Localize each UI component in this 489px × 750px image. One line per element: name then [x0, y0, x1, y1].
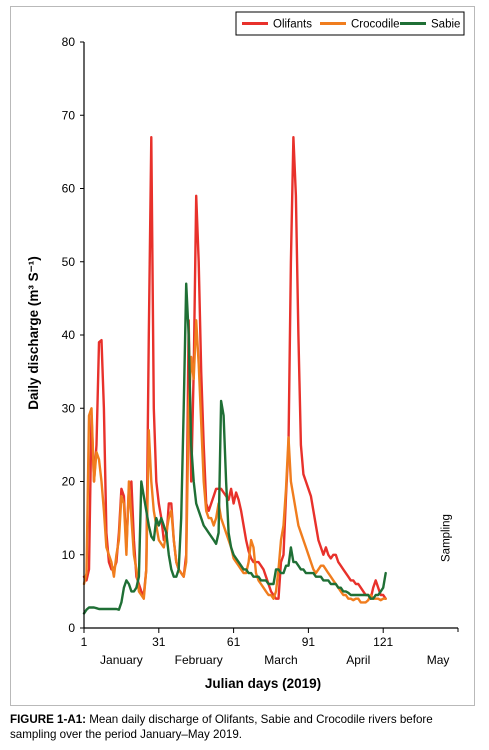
legend-box: [235, 11, 465, 36]
legend-label-olifants: Olifants: [273, 19, 312, 31]
x-tick-label: 121: [373, 635, 393, 649]
sampling-annotation: Sampling: [441, 514, 453, 562]
month-label: April: [346, 653, 370, 667]
y-axis-title: Daily discharge (m³ S⁻¹): [26, 256, 41, 409]
y-tick-label: 80: [62, 35, 76, 49]
legend-label-crocodile: Crocodile: [351, 19, 400, 31]
y-tick-label: 60: [62, 182, 76, 196]
x-tick-label: 61: [227, 635, 241, 649]
y-tick-label: 40: [62, 328, 76, 342]
month-label: February: [175, 653, 223, 667]
y-tick-label: 10: [62, 548, 76, 562]
series-line-sabie: [82, 282, 387, 615]
y-tick-label: 20: [62, 475, 76, 489]
y-tick-label: 70: [62, 108, 76, 122]
month-label: March: [264, 653, 297, 667]
figure-caption: FIGURE 1-A1: Mean daily discharge of Oli…: [10, 712, 480, 742]
x-tick-label: 31: [152, 635, 166, 649]
series-line-olifants: [82, 136, 387, 600]
discharge-chart: 0 10 20 30 40 50 60 70 80 1 31 61 91 121 January Februa…: [26, 11, 465, 691]
figure-frame: [10, 6, 475, 706]
x-axis-title: Julian days (2019): [205, 676, 321, 691]
y-tick-label: 0: [68, 621, 75, 635]
series-line-crocodile: [82, 319, 387, 604]
caption-label: FIGURE 1-A1:: [10, 713, 87, 726]
month-label: May: [427, 653, 450, 667]
y-tick-label: 50: [62, 255, 76, 269]
legend-label-sabie: Sabie: [431, 19, 460, 31]
month-label: January: [100, 653, 143, 667]
caption-text: Mean daily discharge of Olifants, Sabie …: [10, 713, 433, 741]
x-tick-label: 1: [81, 635, 88, 649]
y-tick-label: 30: [62, 401, 76, 415]
x-tick-label: 91: [302, 635, 316, 649]
